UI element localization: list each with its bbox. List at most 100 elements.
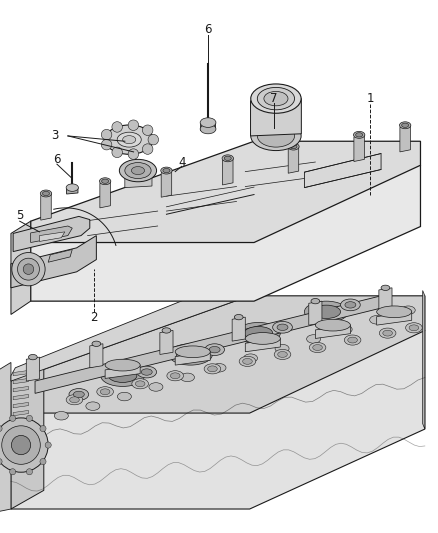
Ellipse shape xyxy=(66,394,83,405)
Ellipse shape xyxy=(309,343,326,353)
Ellipse shape xyxy=(345,302,356,308)
Ellipse shape xyxy=(101,365,145,386)
Polygon shape xyxy=(35,296,381,393)
Circle shape xyxy=(112,122,123,132)
Polygon shape xyxy=(223,158,233,185)
Circle shape xyxy=(10,469,16,475)
Circle shape xyxy=(26,469,32,475)
Ellipse shape xyxy=(205,344,224,356)
Polygon shape xyxy=(175,352,210,365)
Polygon shape xyxy=(11,221,31,314)
Polygon shape xyxy=(0,362,11,512)
Ellipse shape xyxy=(381,285,390,290)
Circle shape xyxy=(0,418,48,472)
Circle shape xyxy=(2,426,40,464)
Ellipse shape xyxy=(383,330,392,336)
Polygon shape xyxy=(31,226,72,243)
Ellipse shape xyxy=(175,346,210,358)
Ellipse shape xyxy=(224,156,231,160)
Ellipse shape xyxy=(69,389,88,400)
Polygon shape xyxy=(161,171,172,197)
Ellipse shape xyxy=(40,190,52,197)
Circle shape xyxy=(18,258,39,280)
Ellipse shape xyxy=(338,325,352,334)
Ellipse shape xyxy=(204,364,221,374)
Ellipse shape xyxy=(244,354,258,362)
Text: 5: 5 xyxy=(16,209,23,222)
Ellipse shape xyxy=(353,132,365,138)
Ellipse shape xyxy=(117,392,131,401)
Ellipse shape xyxy=(176,348,205,361)
Ellipse shape xyxy=(234,314,243,320)
Text: 6: 6 xyxy=(204,23,212,36)
Ellipse shape xyxy=(237,322,280,344)
Polygon shape xyxy=(13,410,28,416)
Ellipse shape xyxy=(264,92,288,106)
Ellipse shape xyxy=(379,328,396,338)
Ellipse shape xyxy=(131,166,145,175)
Circle shape xyxy=(101,140,112,150)
Ellipse shape xyxy=(200,118,216,127)
Ellipse shape xyxy=(402,123,409,127)
Ellipse shape xyxy=(200,124,216,134)
Circle shape xyxy=(0,458,2,465)
Polygon shape xyxy=(41,193,51,220)
Ellipse shape xyxy=(100,389,110,394)
Ellipse shape xyxy=(344,335,361,345)
Circle shape xyxy=(128,149,139,159)
Ellipse shape xyxy=(170,373,180,378)
Circle shape xyxy=(10,415,16,422)
Ellipse shape xyxy=(409,325,419,330)
Ellipse shape xyxy=(277,324,288,330)
Ellipse shape xyxy=(222,155,233,162)
Ellipse shape xyxy=(102,179,109,183)
Polygon shape xyxy=(379,288,392,312)
Ellipse shape xyxy=(257,87,294,110)
Text: 1: 1 xyxy=(366,92,374,105)
Ellipse shape xyxy=(257,125,294,147)
Ellipse shape xyxy=(135,381,145,387)
Polygon shape xyxy=(13,216,90,252)
Circle shape xyxy=(40,458,46,465)
Ellipse shape xyxy=(74,391,84,398)
Polygon shape xyxy=(100,181,110,208)
Ellipse shape xyxy=(251,122,301,151)
Ellipse shape xyxy=(132,378,148,389)
Polygon shape xyxy=(309,301,322,325)
Ellipse shape xyxy=(315,319,350,331)
Ellipse shape xyxy=(54,411,68,420)
Polygon shape xyxy=(48,249,72,262)
Ellipse shape xyxy=(137,366,156,378)
Polygon shape xyxy=(304,154,381,188)
Polygon shape xyxy=(13,386,28,392)
Ellipse shape xyxy=(356,133,363,137)
Text: 4: 4 xyxy=(178,156,186,169)
Ellipse shape xyxy=(70,397,79,403)
Circle shape xyxy=(142,125,153,135)
Circle shape xyxy=(40,425,46,432)
Polygon shape xyxy=(11,236,96,288)
Ellipse shape xyxy=(141,369,152,375)
Circle shape xyxy=(26,415,32,422)
Ellipse shape xyxy=(161,167,172,174)
Circle shape xyxy=(142,144,153,155)
Ellipse shape xyxy=(399,122,411,128)
Polygon shape xyxy=(315,325,350,338)
Ellipse shape xyxy=(244,326,272,340)
Polygon shape xyxy=(13,370,28,376)
Circle shape xyxy=(128,120,139,131)
Polygon shape xyxy=(11,272,254,381)
Ellipse shape xyxy=(117,132,141,147)
Ellipse shape xyxy=(239,356,256,367)
Ellipse shape xyxy=(313,345,322,351)
Ellipse shape xyxy=(105,359,140,371)
Ellipse shape xyxy=(275,344,289,353)
Polygon shape xyxy=(13,402,28,408)
Circle shape xyxy=(0,425,2,432)
Circle shape xyxy=(112,147,122,158)
Circle shape xyxy=(11,435,31,455)
Ellipse shape xyxy=(119,159,157,182)
Polygon shape xyxy=(31,141,420,243)
Ellipse shape xyxy=(251,84,301,114)
Text: 3: 3 xyxy=(51,130,58,142)
